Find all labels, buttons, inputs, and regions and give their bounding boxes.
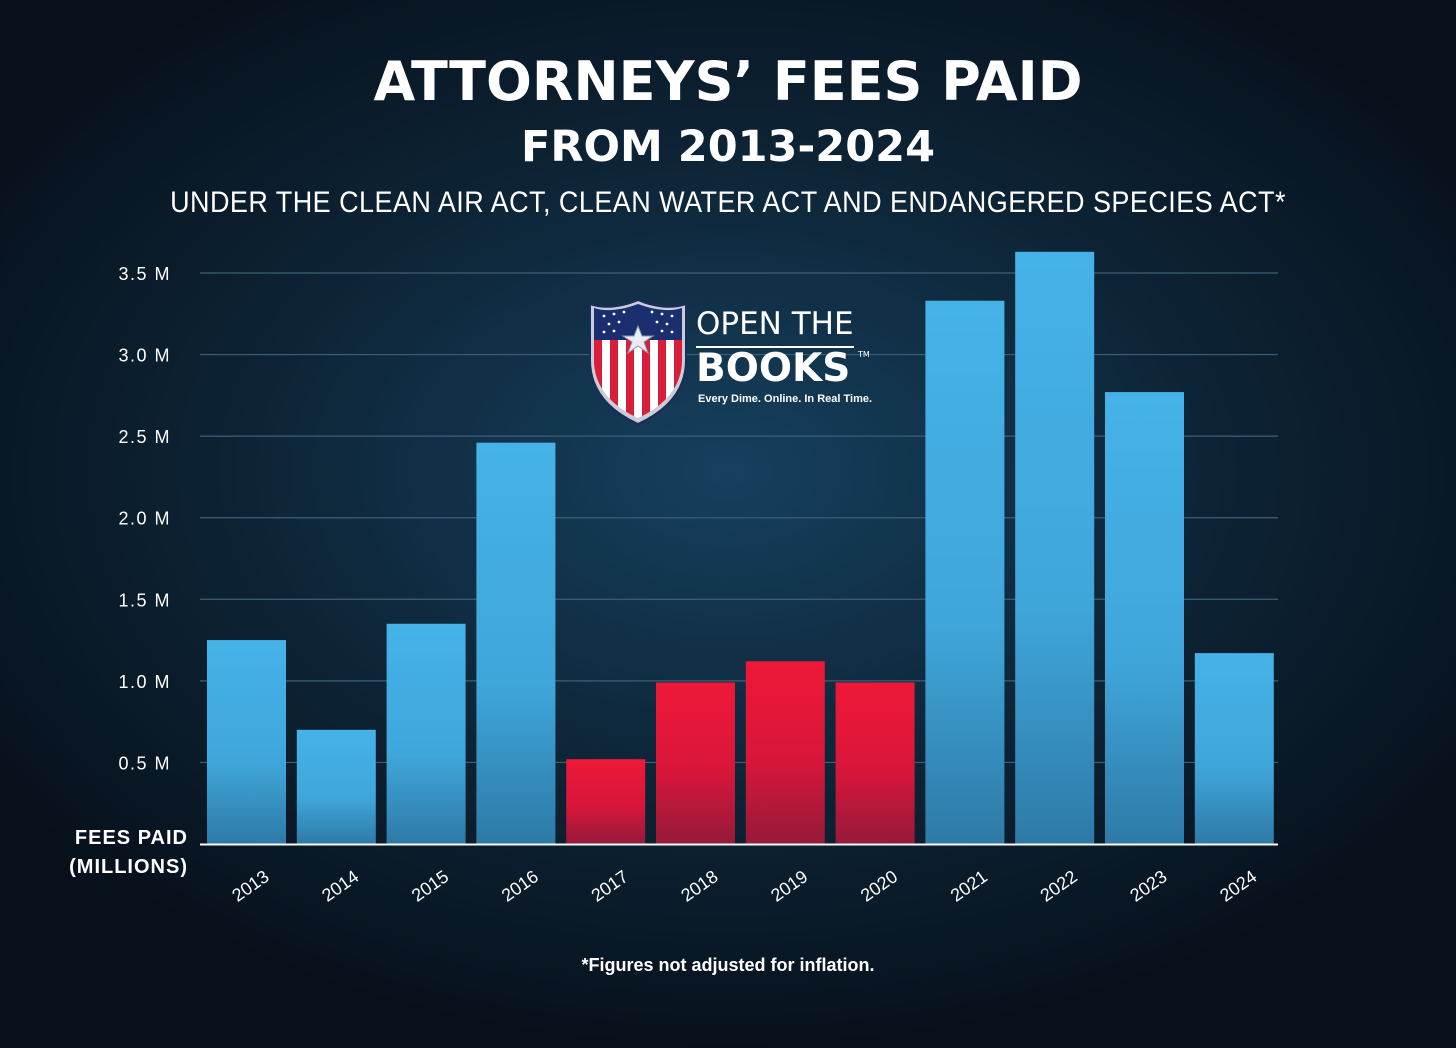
x-tick-label: 2020 (857, 866, 901, 905)
bar-2022 (1015, 251, 1095, 844)
x-tick-label: 2018 (677, 866, 721, 905)
bar-2017 (566, 759, 646, 844)
bar-2014 (296, 729, 376, 844)
x-tick-label: 2024 (1216, 866, 1260, 905)
bar-2021 (925, 300, 1005, 845)
bar-2024 (1194, 653, 1274, 844)
logo-text-books: BOOKS (696, 346, 851, 391)
bar-2023 (1105, 392, 1184, 844)
y-tick-label: 2.5 M (118, 427, 171, 447)
x-tick-label: 2014 (318, 866, 362, 905)
y-axis-title-line1: FEES PAID (74, 827, 188, 849)
bar-2016 (476, 442, 556, 844)
x-tick-label: 2016 (498, 866, 542, 905)
bar-2019 (745, 661, 825, 844)
chart-subtitle: UNDER THE CLEAN AIR ACT, CLEAN WATER ACT… (170, 186, 1286, 219)
logo-tagline: Every Dime. Online. In Real Time. (698, 393, 873, 405)
logo-trademark: TM (858, 350, 870, 359)
y-axis-title-line2: (MILLIONS) (69, 856, 188, 878)
y-tick-label: 2.0 M (118, 509, 171, 529)
y-tick-label: 1.5 M (118, 590, 171, 610)
bar-2018 (656, 682, 735, 844)
logo-text-open-the: OPEN THE (696, 306, 854, 342)
y-tick-label: 3.5 M (118, 264, 171, 284)
x-tick-label: 2015 (408, 866, 452, 905)
bar-2013 (207, 640, 286, 844)
x-tick-label: 2013 (228, 866, 272, 905)
bar-2020 (835, 682, 915, 844)
y-axis-title: FEES PAID (MILLIONS) (40, 824, 188, 882)
logo-divider (696, 346, 854, 348)
x-tick-label: 2019 (767, 866, 811, 905)
footnote: *Figures not adjusted for inflation. (581, 955, 875, 975)
shield-icon (589, 300, 687, 425)
open-the-books-logo: OPEN THE BOOKS TM Every Dime. Online. In… (588, 300, 878, 425)
x-tick-label: 2021 (947, 866, 991, 905)
x-tick-label: 2017 (588, 866, 632, 905)
y-tick-label: 1.0 M (118, 672, 171, 692)
y-tick-label: 0.5 M (118, 753, 171, 773)
x-tick-label: 2023 (1126, 866, 1170, 905)
bar-2015 (386, 623, 466, 844)
chart-title-line2: FROM 2013-2024 (520, 122, 935, 172)
y-tick-label: 3.0 M (118, 346, 171, 366)
chart-title: ATTORNEYS’ FEES PAID (373, 50, 1083, 113)
x-tick-label: 2022 (1037, 866, 1081, 905)
